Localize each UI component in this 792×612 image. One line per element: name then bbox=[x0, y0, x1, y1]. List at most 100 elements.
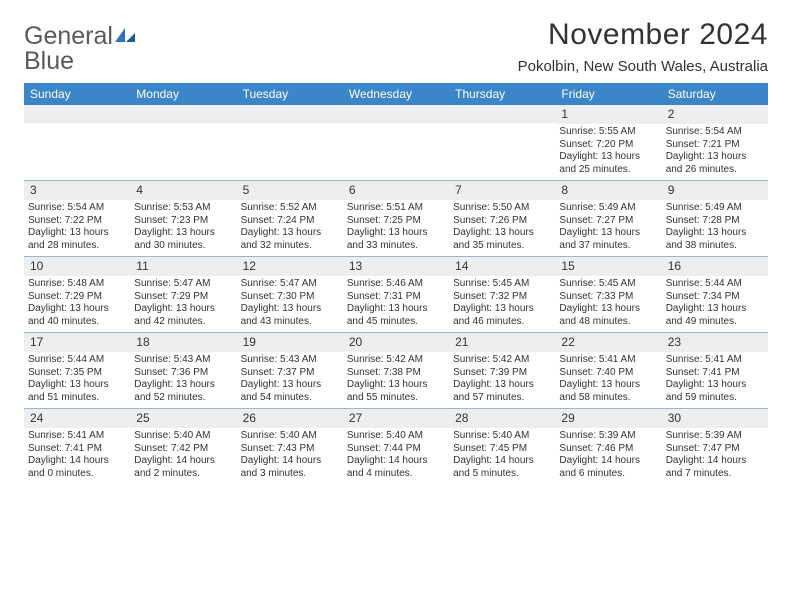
daylight: Daylight: 13 hours and 40 minutes. bbox=[28, 303, 126, 328]
sunrise: Sunrise: 5:40 AM bbox=[241, 430, 339, 443]
sunrise: Sunrise: 5:43 AM bbox=[134, 354, 232, 367]
sunset: Sunset: 7:41 PM bbox=[666, 367, 764, 380]
day-cell: 8Sunrise: 5:49 AMSunset: 7:27 PMDaylight… bbox=[555, 181, 661, 256]
day-cell: 22Sunrise: 5:41 AMSunset: 7:40 PMDayligh… bbox=[555, 333, 661, 408]
day-cell: 24Sunrise: 5:41 AMSunset: 7:41 PMDayligh… bbox=[24, 409, 130, 484]
sunrise: Sunrise: 5:41 AM bbox=[559, 354, 657, 367]
daylight: Daylight: 14 hours and 5 minutes. bbox=[453, 455, 551, 480]
day-cell: 19Sunrise: 5:43 AMSunset: 7:37 PMDayligh… bbox=[237, 333, 343, 408]
logo-word1: General bbox=[24, 22, 113, 50]
daylight: Daylight: 13 hours and 26 minutes. bbox=[666, 151, 764, 176]
sunset: Sunset: 7:24 PM bbox=[241, 215, 339, 228]
daylight: Daylight: 13 hours and 49 minutes. bbox=[666, 303, 764, 328]
sunrise: Sunrise: 5:44 AM bbox=[28, 354, 126, 367]
daylight: Daylight: 13 hours and 58 minutes. bbox=[559, 379, 657, 404]
sunset: Sunset: 7:30 PM bbox=[241, 291, 339, 304]
day-cell: 12Sunrise: 5:47 AMSunset: 7:30 PMDayligh… bbox=[237, 257, 343, 332]
daylight: Daylight: 14 hours and 6 minutes. bbox=[559, 455, 657, 480]
day-number: 29 bbox=[555, 409, 661, 428]
daylight: Daylight: 14 hours and 3 minutes. bbox=[241, 455, 339, 480]
day-header: Sunday bbox=[24, 83, 130, 105]
day-number: 9 bbox=[662, 181, 768, 200]
day-header: Thursday bbox=[449, 83, 555, 105]
day-cell: 9Sunrise: 5:49 AMSunset: 7:28 PMDaylight… bbox=[662, 181, 768, 256]
day-cell: 13Sunrise: 5:46 AMSunset: 7:31 PMDayligh… bbox=[343, 257, 449, 332]
day-cell: 23Sunrise: 5:41 AMSunset: 7:41 PMDayligh… bbox=[662, 333, 768, 408]
day-number: 18 bbox=[130, 333, 236, 352]
title-block: November 2024 Pokolbin, New South Wales,… bbox=[518, 18, 768, 75]
day-number: 20 bbox=[343, 333, 449, 352]
sunrise: Sunrise: 5:40 AM bbox=[134, 430, 232, 443]
logo-text-block: General Blue bbox=[24, 24, 137, 74]
empty-cell bbox=[343, 105, 449, 180]
sunset: Sunset: 7:25 PM bbox=[347, 215, 445, 228]
day-number: 6 bbox=[343, 181, 449, 200]
sunset: Sunset: 7:27 PM bbox=[559, 215, 657, 228]
empty-cell bbox=[24, 105, 130, 180]
sunrise: Sunrise: 5:53 AM bbox=[134, 202, 232, 215]
day-header: Friday bbox=[555, 83, 661, 105]
day-number bbox=[130, 105, 236, 123]
sunrise: Sunrise: 5:52 AM bbox=[241, 202, 339, 215]
sunrise: Sunrise: 5:39 AM bbox=[666, 430, 764, 443]
sunset: Sunset: 7:34 PM bbox=[666, 291, 764, 304]
sunrise: Sunrise: 5:48 AM bbox=[28, 278, 126, 291]
day-cell: 1Sunrise: 5:55 AMSunset: 7:20 PMDaylight… bbox=[555, 105, 661, 180]
sunset: Sunset: 7:23 PM bbox=[134, 215, 232, 228]
day-header: Wednesday bbox=[343, 83, 449, 105]
day-number bbox=[343, 105, 449, 123]
sunset: Sunset: 7:46 PM bbox=[559, 443, 657, 456]
sunrise: Sunrise: 5:46 AM bbox=[347, 278, 445, 291]
day-cell: 29 Sunrise: 5:39 AMSunset: 7:46 PMDayligh… bbox=[555, 409, 661, 484]
day-cell: 10Sunrise: 5:48 AMSunset: 7:29 PMDayligh… bbox=[24, 257, 130, 332]
logo-word2: Blue bbox=[24, 47, 74, 75]
day-cell: 15Sunrise: 5:45 AMSunset: 7:33 PMDayligh… bbox=[555, 257, 661, 332]
sunset: Sunset: 7:29 PM bbox=[134, 291, 232, 304]
sunset: Sunset: 7:39 PM bbox=[453, 367, 551, 380]
day-cell: 17Sunrise: 5:44 AMSunset: 7:35 PMDayligh… bbox=[24, 333, 130, 408]
sunset: Sunset: 7:37 PM bbox=[241, 367, 339, 380]
day-number: 5 bbox=[237, 181, 343, 200]
day-cell: 16Sunrise: 5:44 AMSunset: 7:34 PMDayligh… bbox=[662, 257, 768, 332]
sunrise: Sunrise: 5:41 AM bbox=[666, 354, 764, 367]
day-cell: 25Sunrise: 5:40 AMSunset: 7:42 PMDayligh… bbox=[130, 409, 236, 484]
daylight: Daylight: 13 hours and 55 minutes. bbox=[347, 379, 445, 404]
sunrise: Sunrise: 5:39 AM bbox=[559, 430, 657, 443]
daylight: Daylight: 13 hours and 48 minutes. bbox=[559, 303, 657, 328]
daylight: Daylight: 13 hours and 57 minutes. bbox=[453, 379, 551, 404]
daylight: Daylight: 13 hours and 43 minutes. bbox=[241, 303, 339, 328]
sunset: Sunset: 7:35 PM bbox=[28, 367, 126, 380]
week-row: 17Sunrise: 5:44 AMSunset: 7:35 PMDayligh… bbox=[24, 333, 768, 409]
day-number: 11 bbox=[130, 257, 236, 276]
sunset: Sunset: 7:26 PM bbox=[453, 215, 551, 228]
sunrise: Sunrise: 5:51 AM bbox=[347, 202, 445, 215]
day-number: 3 bbox=[24, 181, 130, 200]
day-number bbox=[449, 105, 555, 123]
day-cell: 7Sunrise: 5:50 AMSunset: 7:26 PMDaylight… bbox=[449, 181, 555, 256]
week-row: 10Sunrise: 5:48 AMSunset: 7:29 PMDayligh… bbox=[24, 257, 768, 333]
day-number: 19 bbox=[237, 333, 343, 352]
sunset: Sunset: 7:43 PM bbox=[241, 443, 339, 456]
day-cell: 18Sunrise: 5:43 AMSunset: 7:36 PMDayligh… bbox=[130, 333, 236, 408]
day-header: Saturday bbox=[662, 83, 768, 105]
day-cell: 3Sunrise: 5:54 AMSunset: 7:22 PMDaylight… bbox=[24, 181, 130, 256]
day-cell: 27Sunrise: 5:40 AMSunset: 7:44 PMDayligh… bbox=[343, 409, 449, 484]
sunset: Sunset: 7:32 PM bbox=[453, 291, 551, 304]
daylight: Daylight: 14 hours and 4 minutes. bbox=[347, 455, 445, 480]
sunset: Sunset: 7:21 PM bbox=[666, 139, 764, 152]
sunset: Sunset: 7:41 PM bbox=[28, 443, 126, 456]
day-number: 28 bbox=[449, 409, 555, 428]
sunrise: Sunrise: 5:50 AM bbox=[453, 202, 551, 215]
sunrise: Sunrise: 5:47 AM bbox=[241, 278, 339, 291]
month-title: November 2024 bbox=[518, 18, 768, 52]
day-number: 23 bbox=[662, 333, 768, 352]
day-cell: 5Sunrise: 5:52 AMSunset: 7:24 PMDaylight… bbox=[237, 181, 343, 256]
sunrise: Sunrise: 5:45 AM bbox=[453, 278, 551, 291]
week-row: 3Sunrise: 5:54 AMSunset: 7:22 PMDaylight… bbox=[24, 181, 768, 257]
sunrise: Sunrise: 5:41 AM bbox=[28, 430, 126, 443]
sunrise: Sunrise: 5:47 AM bbox=[134, 278, 232, 291]
sunset: Sunset: 7:22 PM bbox=[28, 215, 126, 228]
day-number bbox=[237, 105, 343, 123]
sunrise: Sunrise: 5:45 AM bbox=[559, 278, 657, 291]
sunset: Sunset: 7:45 PM bbox=[453, 443, 551, 456]
